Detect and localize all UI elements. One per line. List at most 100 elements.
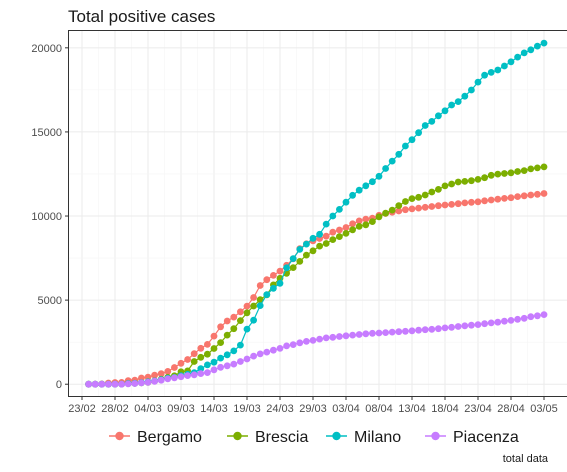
y-tick-label: 20000 xyxy=(31,43,62,55)
legend-item-milano: Milano xyxy=(326,429,401,446)
data-point-brescia xyxy=(316,242,323,250)
legend-label: Brescia xyxy=(255,429,308,446)
data-point-milano xyxy=(303,240,310,248)
data-point-bergamo xyxy=(395,207,403,215)
data-point-milano xyxy=(534,42,541,50)
data-point-milano xyxy=(461,92,469,100)
data-point-brescia xyxy=(501,170,508,177)
data-point-brescia xyxy=(415,193,422,201)
data-point-piacenza xyxy=(210,366,218,374)
data-point-milano xyxy=(402,142,409,150)
data-point-milano xyxy=(276,279,284,287)
data-point-milano xyxy=(230,347,238,355)
data-point-brescia xyxy=(428,188,436,196)
data-point-bergamo xyxy=(402,206,409,214)
data-point-brescia xyxy=(421,191,429,199)
data-point-brescia xyxy=(336,233,343,241)
legend-item-piacenza: Piacenza xyxy=(425,429,519,446)
data-point-piacenza xyxy=(369,329,376,337)
data-point-brescia xyxy=(395,202,403,210)
data-point-piacenza xyxy=(289,341,297,348)
data-point-piacenza xyxy=(151,377,159,385)
data-point-piacenza xyxy=(184,372,192,379)
legend-key-point xyxy=(233,431,242,441)
data-point-bergamo xyxy=(250,294,257,301)
data-point-milano xyxy=(316,230,323,238)
data-point-piacenza xyxy=(454,323,462,330)
data-point-milano xyxy=(540,39,548,47)
data-point-bergamo xyxy=(230,313,238,321)
legend-label: Piacenza xyxy=(453,429,519,446)
data-point-piacenza xyxy=(474,321,482,328)
data-point-bergamo xyxy=(481,197,488,205)
legend-label: Milano xyxy=(354,429,401,446)
data-point-brescia xyxy=(197,353,205,361)
data-point-brescia xyxy=(487,171,495,179)
data-point-piacenza xyxy=(171,374,178,382)
data-point-milano xyxy=(322,220,330,228)
data-point-brescia xyxy=(527,165,535,173)
data-point-piacenza xyxy=(501,317,508,325)
data-point-piacenza xyxy=(514,315,521,323)
chart-caption: total data xyxy=(503,453,549,465)
data-point-brescia xyxy=(441,182,449,190)
data-point-bergamo xyxy=(210,332,218,340)
data-point-milano xyxy=(454,98,462,105)
data-point-piacenza xyxy=(303,338,310,345)
data-point-bergamo xyxy=(461,199,469,207)
x-tick-label: 24/03 xyxy=(266,403,294,415)
data-point-milano xyxy=(514,53,521,61)
data-point-piacenza xyxy=(177,373,185,381)
data-point-piacenza xyxy=(395,328,403,336)
data-point-bergamo xyxy=(468,198,475,206)
data-point-milano xyxy=(256,302,264,309)
data-point-milano xyxy=(296,246,304,253)
data-point-piacenza xyxy=(435,325,442,333)
data-point-brescia xyxy=(474,176,482,183)
data-point-piacenza xyxy=(388,328,396,336)
data-point-piacenza xyxy=(270,346,277,354)
data-point-piacenza xyxy=(296,339,304,347)
data-point-milano xyxy=(474,78,482,86)
data-point-bergamo xyxy=(243,302,251,310)
data-point-bergamo xyxy=(408,205,416,213)
data-point-brescia xyxy=(217,339,225,346)
data-point-milano xyxy=(309,234,317,242)
data-point-milano xyxy=(362,182,370,190)
data-point-milano xyxy=(342,198,350,206)
data-point-piacenza xyxy=(263,348,271,356)
y-tick-label: 15000 xyxy=(31,127,62,139)
data-point-milano xyxy=(329,212,337,220)
y-tick-label: 5000 xyxy=(38,295,62,307)
data-point-piacenza xyxy=(362,330,370,338)
data-point-piacenza xyxy=(461,322,469,330)
data-point-bergamo xyxy=(514,193,521,201)
data-point-piacenza xyxy=(204,369,211,376)
data-points xyxy=(85,39,548,388)
x-tick-label: 03/04 xyxy=(332,403,360,415)
data-point-piacenza xyxy=(111,380,119,388)
data-point-milano xyxy=(369,178,376,186)
data-point-milano xyxy=(250,316,257,324)
x-tick-label: 14/03 xyxy=(200,403,228,415)
data-point-bergamo xyxy=(520,192,528,200)
data-point-brescia xyxy=(223,331,231,339)
legend: Bergamo Brescia Milano Piacenza xyxy=(109,429,519,446)
data-point-bergamo xyxy=(487,196,495,204)
data-point-bergamo xyxy=(190,350,198,358)
data-point-brescia xyxy=(204,350,211,358)
data-point-milano xyxy=(388,157,396,165)
data-point-piacenza xyxy=(534,312,541,320)
axes: 23/02 28/02 04/03 09/03 14/03 19/03 24/03 29/03… xyxy=(31,43,557,415)
data-point-brescia xyxy=(355,223,363,230)
data-point-bergamo xyxy=(474,198,482,206)
data-point-milano xyxy=(501,62,508,70)
data-point-piacenza xyxy=(283,342,290,350)
data-point-piacenza xyxy=(507,317,515,324)
x-tick-label: 28/04 xyxy=(497,403,525,415)
data-point-piacenza xyxy=(217,363,225,371)
data-point-piacenza xyxy=(309,337,317,344)
data-point-milano xyxy=(481,71,488,79)
data-point-brescia xyxy=(210,345,218,352)
data-point-piacenza xyxy=(415,326,422,334)
